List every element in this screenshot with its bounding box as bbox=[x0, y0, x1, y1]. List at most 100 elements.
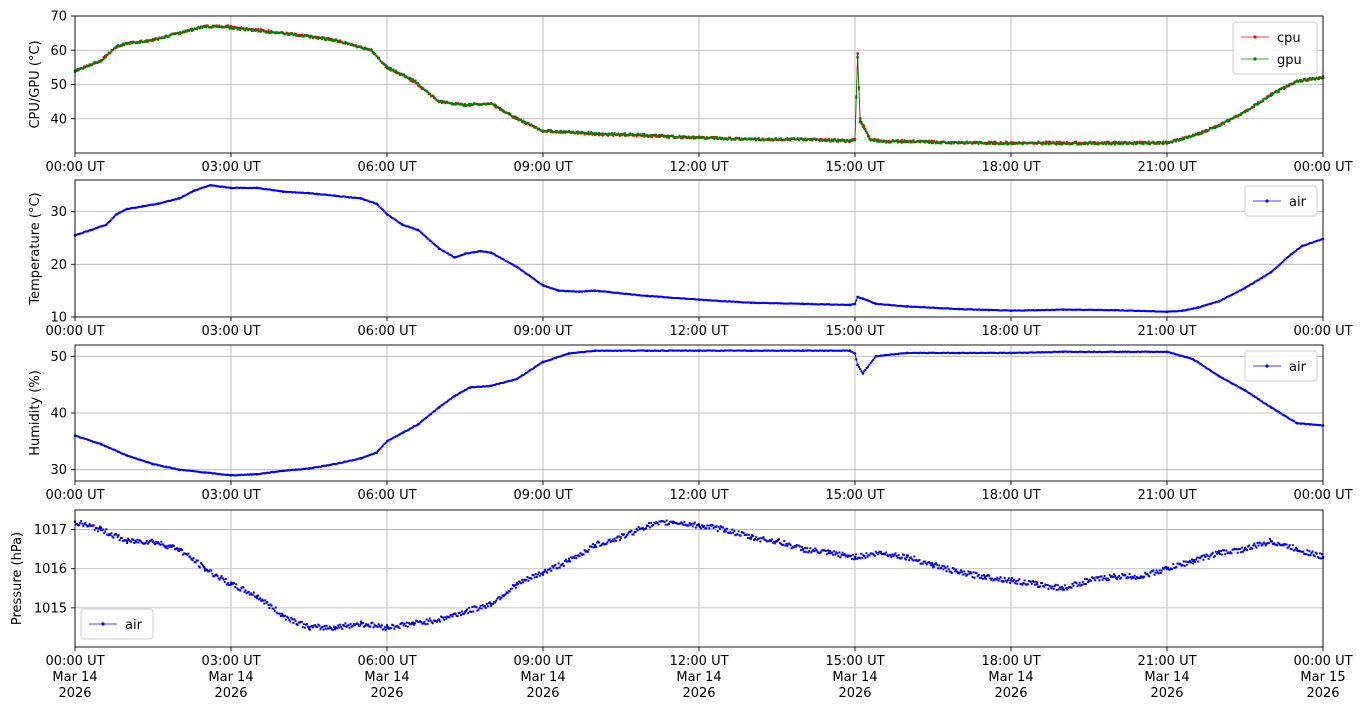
data-point bbox=[808, 550, 810, 552]
data-point bbox=[445, 618, 447, 620]
legend-box bbox=[1233, 22, 1317, 74]
data-point bbox=[271, 605, 273, 607]
y-tick-label: 40 bbox=[50, 112, 67, 127]
data-point bbox=[536, 127, 538, 129]
data-point bbox=[736, 533, 738, 535]
data-point bbox=[1114, 309, 1117, 312]
x-tick-label: 09:00 UT bbox=[513, 324, 572, 339]
data-point bbox=[800, 549, 802, 551]
data-point bbox=[145, 542, 147, 544]
data-point bbox=[698, 136, 701, 139]
data-point bbox=[1192, 358, 1195, 361]
data-point bbox=[490, 385, 493, 388]
data-point bbox=[913, 555, 915, 557]
data-point bbox=[691, 523, 693, 525]
data-point bbox=[864, 557, 866, 559]
data-point bbox=[498, 596, 500, 598]
data-point bbox=[615, 540, 617, 542]
data-point bbox=[866, 132, 868, 134]
data-point bbox=[312, 626, 314, 628]
data-point bbox=[386, 66, 389, 69]
data-point bbox=[854, 138, 857, 141]
data-point bbox=[139, 42, 141, 44]
data-point bbox=[832, 554, 834, 556]
data-point bbox=[565, 559, 567, 561]
data-point bbox=[903, 554, 905, 556]
data-point bbox=[734, 139, 736, 141]
data-point bbox=[557, 567, 559, 569]
data-point bbox=[594, 132, 597, 135]
data-point bbox=[252, 594, 254, 596]
data-point bbox=[227, 26, 229, 28]
data-point bbox=[668, 523, 670, 525]
data-point bbox=[831, 138, 833, 140]
data-point bbox=[370, 49, 373, 52]
data-point bbox=[262, 600, 264, 602]
data-point bbox=[1301, 245, 1304, 248]
data-point bbox=[100, 527, 102, 529]
data-point bbox=[732, 532, 734, 534]
data-point bbox=[703, 525, 705, 527]
legend-swatch-marker bbox=[1253, 57, 1256, 60]
data-point bbox=[383, 628, 385, 630]
data-point bbox=[308, 192, 311, 195]
data-point bbox=[782, 544, 784, 546]
data-point bbox=[1114, 351, 1117, 354]
data-point bbox=[195, 561, 197, 563]
data-point bbox=[464, 252, 467, 255]
data-point bbox=[423, 621, 425, 623]
data-point bbox=[248, 591, 250, 593]
data-point bbox=[105, 223, 108, 226]
data-point bbox=[1304, 78, 1306, 80]
data-point bbox=[905, 559, 907, 561]
data-point bbox=[958, 352, 961, 355]
x-tick-label: 00:00 UT bbox=[45, 160, 104, 175]
data-point bbox=[525, 579, 527, 581]
data-point bbox=[855, 300, 857, 302]
data-point bbox=[958, 141, 961, 144]
data-point bbox=[284, 615, 286, 617]
data-point bbox=[495, 104, 497, 106]
data-point bbox=[562, 563, 564, 565]
data-point bbox=[464, 104, 467, 107]
data-point bbox=[360, 457, 363, 460]
data-point bbox=[1166, 351, 1169, 354]
data-point bbox=[266, 601, 268, 603]
data-point bbox=[119, 539, 121, 541]
data-point bbox=[804, 547, 806, 549]
data-point bbox=[900, 140, 902, 142]
data-point bbox=[204, 25, 207, 28]
data-point bbox=[855, 553, 857, 555]
data-point bbox=[378, 58, 380, 60]
data-point bbox=[1201, 132, 1203, 134]
data-point bbox=[726, 528, 728, 530]
data-point bbox=[539, 575, 541, 577]
data-point bbox=[535, 573, 537, 575]
data-point bbox=[730, 532, 732, 534]
data-point bbox=[225, 578, 227, 580]
data-point bbox=[178, 468, 181, 471]
data-point bbox=[1197, 134, 1199, 136]
data-point bbox=[256, 29, 258, 31]
data-point bbox=[384, 626, 386, 628]
data-point bbox=[1197, 306, 1200, 309]
data-point bbox=[324, 625, 326, 627]
data-point bbox=[328, 627, 330, 629]
legend-label: gpu bbox=[1277, 53, 1302, 68]
data-point bbox=[1218, 124, 1221, 127]
data-point bbox=[427, 623, 429, 625]
data-point bbox=[429, 93, 431, 95]
data-point bbox=[646, 134, 649, 137]
data-point bbox=[895, 552, 897, 554]
data-point bbox=[606, 541, 608, 543]
data-point bbox=[854, 303, 857, 306]
data-point bbox=[651, 136, 653, 138]
data-point bbox=[863, 555, 865, 557]
data-point bbox=[855, 358, 857, 360]
data-point bbox=[479, 250, 482, 253]
data-point bbox=[958, 308, 961, 311]
data-point bbox=[285, 619, 287, 621]
data-point bbox=[303, 623, 305, 625]
data-point bbox=[334, 39, 337, 42]
